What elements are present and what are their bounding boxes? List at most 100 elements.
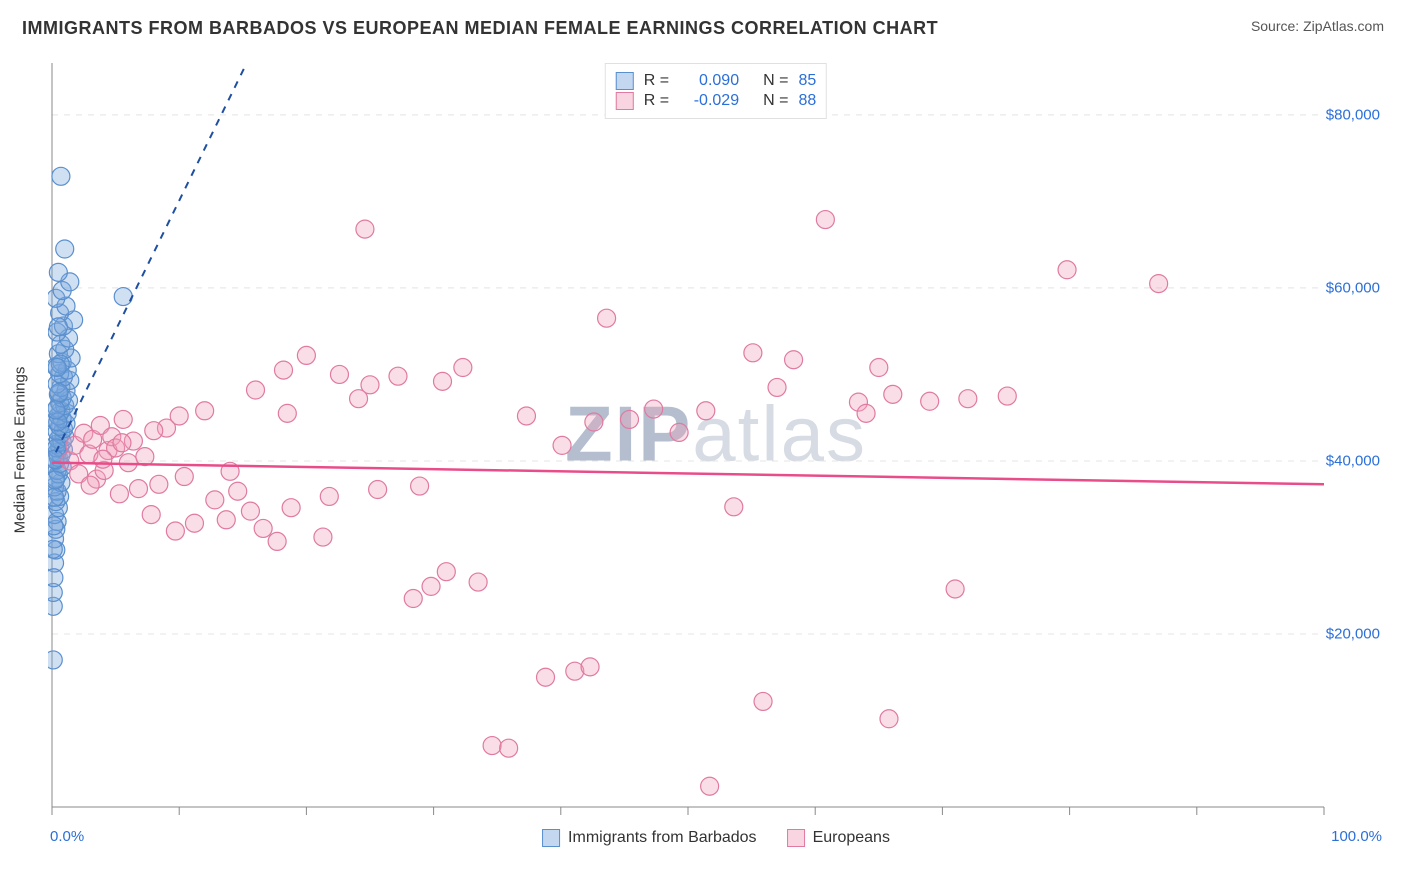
data-point [701,777,719,795]
data-point [229,482,247,500]
data-point [785,351,803,369]
data-point [297,346,315,364]
data-point [1150,275,1168,293]
data-point [48,569,63,587]
data-point [361,376,379,394]
data-point [754,692,772,710]
data-point [114,410,132,428]
data-point [254,519,272,537]
data-point [581,658,599,676]
data-point [1058,261,1076,279]
data-point [330,365,348,383]
series-legend-item: Europeans [787,829,890,847]
data-point [469,573,487,591]
x-max-label: 100.0% [1331,828,1382,845]
data-point [483,737,501,755]
data-point [48,359,66,377]
legend-swatch [787,829,805,847]
data-point [454,359,472,377]
x-min-label: 0.0% [50,828,84,845]
legend-row: R =0.090N =85 [616,72,816,90]
source-attribution: Source: ZipAtlas.com [1251,18,1384,34]
chart-title: IMMIGRANTS FROM BARBADOS VS EUROPEAN MED… [22,18,938,39]
data-point [56,240,74,258]
data-point [110,485,128,503]
legend-swatch [542,829,560,847]
chart-container: Median Female Earnings ZIPatlas R =0.090… [48,55,1384,845]
y-axis-label: Median Female Earnings [12,367,29,534]
data-point [282,499,300,517]
data-point [697,402,715,420]
data-point [278,404,296,422]
data-point [404,590,422,608]
data-point [145,422,163,440]
data-point [880,710,898,728]
data-point [369,481,387,499]
y-tick-label: $60,000 [1326,279,1380,296]
data-point [48,651,62,669]
data-point [113,434,131,452]
data-point [48,401,65,419]
data-point [50,384,68,402]
legend-row: R =-0.029N =88 [616,92,816,110]
data-point [585,413,603,431]
data-point [553,436,571,454]
data-point [537,668,555,686]
data-point [166,522,184,540]
data-point [884,385,902,403]
data-point [389,367,407,385]
y-tick-label: $80,000 [1326,106,1380,123]
data-point [268,532,286,550]
data-point [998,387,1016,405]
data-point [114,288,132,306]
data-point [150,475,168,493]
data-point [437,563,455,581]
data-point [247,381,265,399]
data-point [744,344,762,362]
data-point [185,514,203,532]
series-legend: Immigrants from Barbados Europeans [542,829,890,847]
data-point [946,580,964,598]
data-point [48,517,63,535]
data-point [422,577,440,595]
data-point [81,476,99,494]
data-point [500,739,518,757]
data-point [725,498,743,516]
data-point [320,487,338,505]
data-point [517,407,535,425]
data-point [620,410,638,428]
data-point [49,318,67,336]
series-legend-item: Immigrants from Barbados [542,829,757,847]
trend-line [52,463,1324,485]
scatter-plot [48,55,1384,845]
data-point [434,372,452,390]
data-point [411,477,429,495]
data-point [921,392,939,410]
data-point [598,309,616,327]
data-point [816,211,834,229]
data-point [356,220,374,238]
data-point [959,390,977,408]
data-point [48,488,64,506]
data-point [48,471,64,489]
data-point [129,480,147,498]
correlation-legend: R =0.090N =85 R =-0.029N =88 [605,63,827,119]
data-point [170,407,188,425]
data-point [857,404,875,422]
data-point [870,359,888,377]
data-point [670,423,688,441]
data-point [217,511,235,529]
data-point [768,378,786,396]
data-point [241,502,259,520]
data-point [48,540,62,558]
data-point [52,167,70,185]
data-point [314,528,332,546]
data-point [645,400,663,418]
data-point [142,506,160,524]
data-point [275,361,293,379]
data-point [206,491,224,509]
y-tick-label: $20,000 [1326,625,1380,642]
data-point [94,450,112,468]
data-point [49,263,67,281]
y-tick-label: $40,000 [1326,452,1380,469]
